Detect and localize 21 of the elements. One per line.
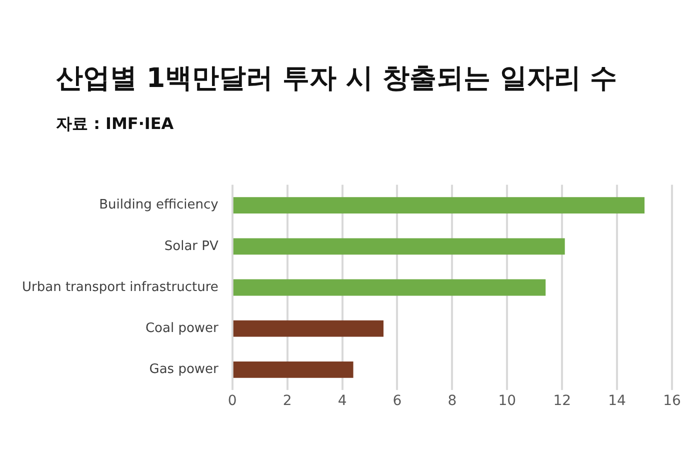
bar: [233, 197, 645, 214]
x-tick-label: 12: [553, 393, 572, 410]
chart-subtitle: 자료 : IMF·IEA: [56, 114, 175, 135]
y-tick-label: Coal power: [145, 320, 220, 336]
x-tick-label: 10: [498, 393, 516, 410]
bar: [233, 279, 546, 296]
y-tick-label: Building efficiency: [99, 198, 219, 213]
x-tick-label: 8: [448, 393, 457, 410]
x-tick-label: 0: [228, 393, 237, 410]
bar: [233, 361, 354, 378]
y-tick-label: Solar PV: [164, 238, 218, 254]
bar: [233, 238, 565, 255]
y-tick-label: Gas power: [149, 362, 220, 378]
bar: [233, 320, 384, 337]
x-tick-label: 4: [338, 393, 347, 410]
x-tick-label: 2: [282, 393, 292, 410]
y-tick-label: Urban transport infrastructure: [22, 280, 218, 295]
chart-title: 산업별 1백만달러 투자 시 창출되는 일자리 수: [56, 62, 618, 96]
x-tick-label: 14: [608, 393, 626, 410]
x-tick-label: 6: [392, 393, 402, 410]
x-tick-label: 16: [663, 393, 681, 410]
